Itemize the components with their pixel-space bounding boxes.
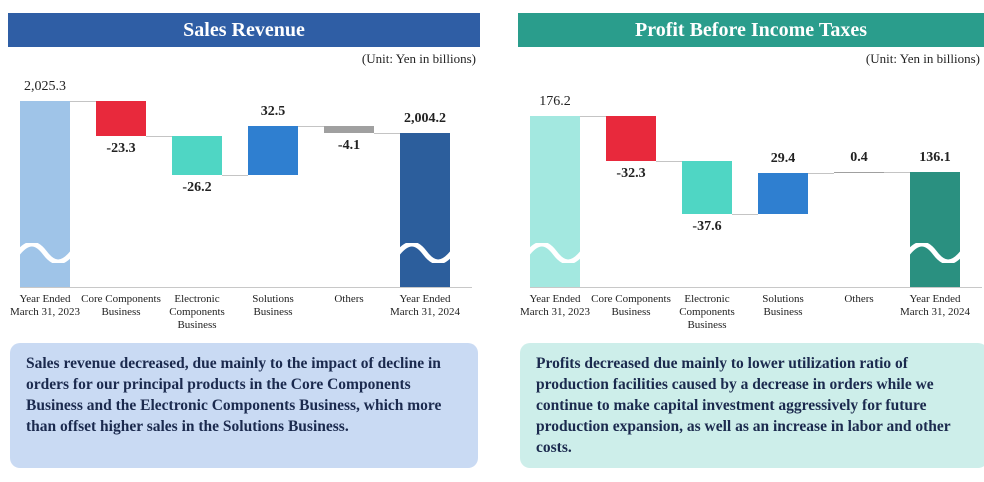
unit-note: (Unit: Yen in billions) <box>361 51 476 66</box>
bar <box>172 135 222 176</box>
connector <box>580 115 606 117</box>
x-tick-label: Year Ended March 31, 2024 <box>390 293 460 318</box>
chart-title: Sales Revenue <box>8 13 480 47</box>
axis-break <box>18 243 72 263</box>
bar <box>834 172 884 174</box>
x-tick-label: Core Components Business <box>81 293 161 318</box>
data-label: 32.5 <box>260 104 286 120</box>
data-label: 2,025.3 <box>24 78 66 94</box>
x-tick-label: Year Ended March 31, 2023 <box>520 293 590 318</box>
x-tick-label: Year Ended March 31, 2023 <box>10 293 80 318</box>
description-box: Profits decreased due mainly to lower ut… <box>520 343 984 468</box>
axis-break <box>398 243 452 263</box>
bar <box>400 132 450 287</box>
connector <box>732 213 758 215</box>
x-tick-label: Electronic Components Business <box>679 293 735 331</box>
data-label: -32.3 <box>616 166 646 182</box>
connector <box>222 175 248 177</box>
x-tick-label: Solutions Business <box>762 293 804 318</box>
chart-panel: Sales Revenue (Unit: Yen in billions) 2,02… <box>8 0 480 482</box>
connector <box>298 126 324 128</box>
data-label: -23.3 <box>106 140 136 156</box>
data-label: -26.2 <box>182 180 212 196</box>
chart-title: Profit Before Income Taxes <box>518 13 984 47</box>
bar <box>606 115 656 162</box>
data-label: 136.1 <box>919 150 951 166</box>
data-label: 176.2 <box>539 93 571 109</box>
data-label: 2,004.2 <box>404 110 446 126</box>
x-tick-label: Core Components Business <box>591 293 671 318</box>
connector <box>70 100 96 102</box>
description-box: Sales revenue decreased, due mainly to t… <box>10 343 478 468</box>
unit-note: (Unit: Yen in billions) <box>865 51 980 66</box>
bar <box>758 172 808 214</box>
axis-break <box>908 243 962 263</box>
data-label: 29.4 <box>770 150 796 166</box>
bar <box>530 115 580 287</box>
data-label: 0.4 <box>850 150 868 166</box>
axis-break <box>528 243 582 263</box>
x-tick-label: Electronic Components Business <box>169 293 225 331</box>
connector <box>884 172 910 174</box>
connector <box>374 132 400 134</box>
baseline <box>20 287 472 288</box>
bar <box>682 161 732 214</box>
baseline <box>530 287 982 288</box>
bar <box>910 172 960 287</box>
bar <box>96 100 146 136</box>
x-tick-label: Year Ended March 31, 2024 <box>900 293 970 318</box>
bar <box>324 126 374 133</box>
x-tick-label: Solutions Business <box>252 293 294 318</box>
x-tick-label: Others <box>844 293 874 305</box>
connector <box>808 172 834 174</box>
data-label: -37.6 <box>692 218 722 234</box>
connector <box>656 161 682 163</box>
chart-panel: Profit Before Income Taxes (Unit: Yen in … <box>518 0 984 482</box>
bar <box>248 126 298 176</box>
connector <box>146 135 172 137</box>
data-label: -4.1 <box>337 137 361 153</box>
x-tick-label: Others <box>334 293 364 305</box>
